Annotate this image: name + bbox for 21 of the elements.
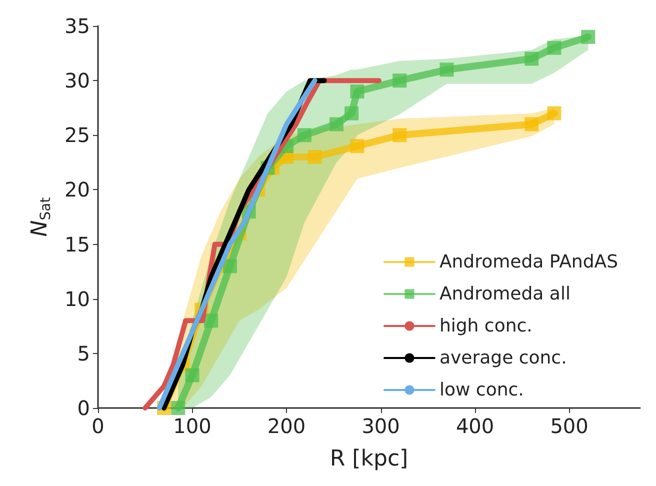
legend-label: Andromeda all: [439, 284, 570, 304]
legend-label: low conc.: [439, 380, 524, 400]
y-tick-label: 30: [64, 68, 90, 93]
y-tick-label: 20: [64, 178, 90, 202]
x-tick-label: 500: [550, 414, 588, 438]
y-tick-label: 35: [64, 14, 90, 38]
y-axis-title: NSat: [28, 196, 54, 237]
legend-label: average conc.: [439, 348, 567, 368]
x-tick-label: 300: [362, 414, 400, 438]
y-tick-label: 25: [64, 123, 90, 148]
x-tick-label: 200: [267, 414, 306, 438]
legend-label: Andromeda PAndAS: [439, 252, 618, 272]
y-tick-label: 0: [77, 396, 90, 420]
y-tick-label: 10: [64, 286, 90, 311]
x-tick-label: 0: [92, 414, 104, 438]
x-tick-label: 400: [456, 414, 494, 438]
x-tick-label: 100: [173, 414, 212, 438]
x-axis-title: R [kpc]: [330, 446, 408, 472]
legend-label: high conc.: [439, 316, 532, 336]
y-tick-label: 15: [64, 232, 90, 256]
y-tick-label: 5: [77, 341, 90, 366]
